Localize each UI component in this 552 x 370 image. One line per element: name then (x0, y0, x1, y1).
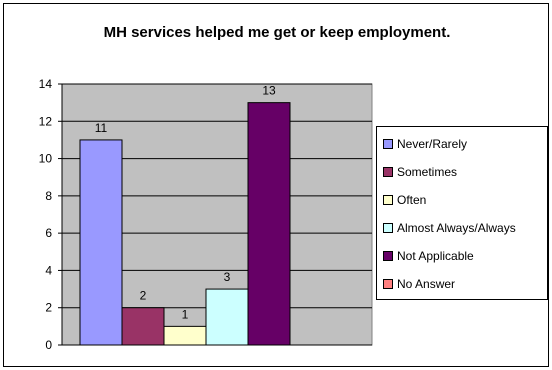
y-tick-label: 4 (45, 263, 52, 277)
legend-label: No Answer (397, 277, 456, 291)
bars (79, 102, 291, 346)
bar-not-applicable (247, 102, 291, 346)
legend-label: Not Applicable (397, 249, 474, 263)
legend-item: No Answer (383, 276, 455, 292)
legend-item: Sometimes (383, 164, 457, 180)
legend-swatch (383, 195, 393, 205)
y-tick-label: 14 (39, 77, 53, 91)
y-tick-label: 8 (45, 189, 52, 203)
y-tick-label: 2 (45, 301, 52, 315)
y-tick-label: 12 (39, 114, 53, 128)
data-label: 3 (224, 270, 231, 284)
data-label: 13 (262, 84, 276, 98)
legend-item: Not Applicable (383, 248, 474, 264)
legend-swatch (383, 279, 393, 289)
data-label: 1 (182, 307, 189, 321)
legend-item: Almost Always/Always (383, 220, 516, 236)
bar-often (163, 325, 207, 346)
legend-label: Often (397, 193, 427, 207)
legend: Never/Rarely Sometimes Often Almost Always/… (376, 126, 548, 300)
y-tick-label: 6 (45, 226, 52, 240)
data-label: 11 (95, 121, 108, 135)
legend-label: Never/Rarely (397, 137, 468, 151)
bar-never-rarely (79, 139, 123, 346)
legend-item: Often (383, 192, 426, 208)
legend-item: Never/Rarely (383, 136, 467, 152)
bar-almost-always-always (205, 288, 249, 346)
bar-sometimes (121, 307, 165, 346)
y-tick-label: 10 (39, 152, 53, 166)
chart-title: MH services helped me get or keep employ… (103, 24, 451, 41)
legend-label: Sometimes (397, 165, 458, 179)
legend-swatch (383, 251, 393, 261)
data-label: 2 (140, 289, 147, 303)
legend-swatch (383, 139, 393, 149)
y-tick-label: 0 (45, 338, 52, 352)
legend-swatch (383, 167, 393, 177)
legend-swatch (383, 223, 393, 233)
legend-label: Almost Always/Always (397, 221, 516, 235)
